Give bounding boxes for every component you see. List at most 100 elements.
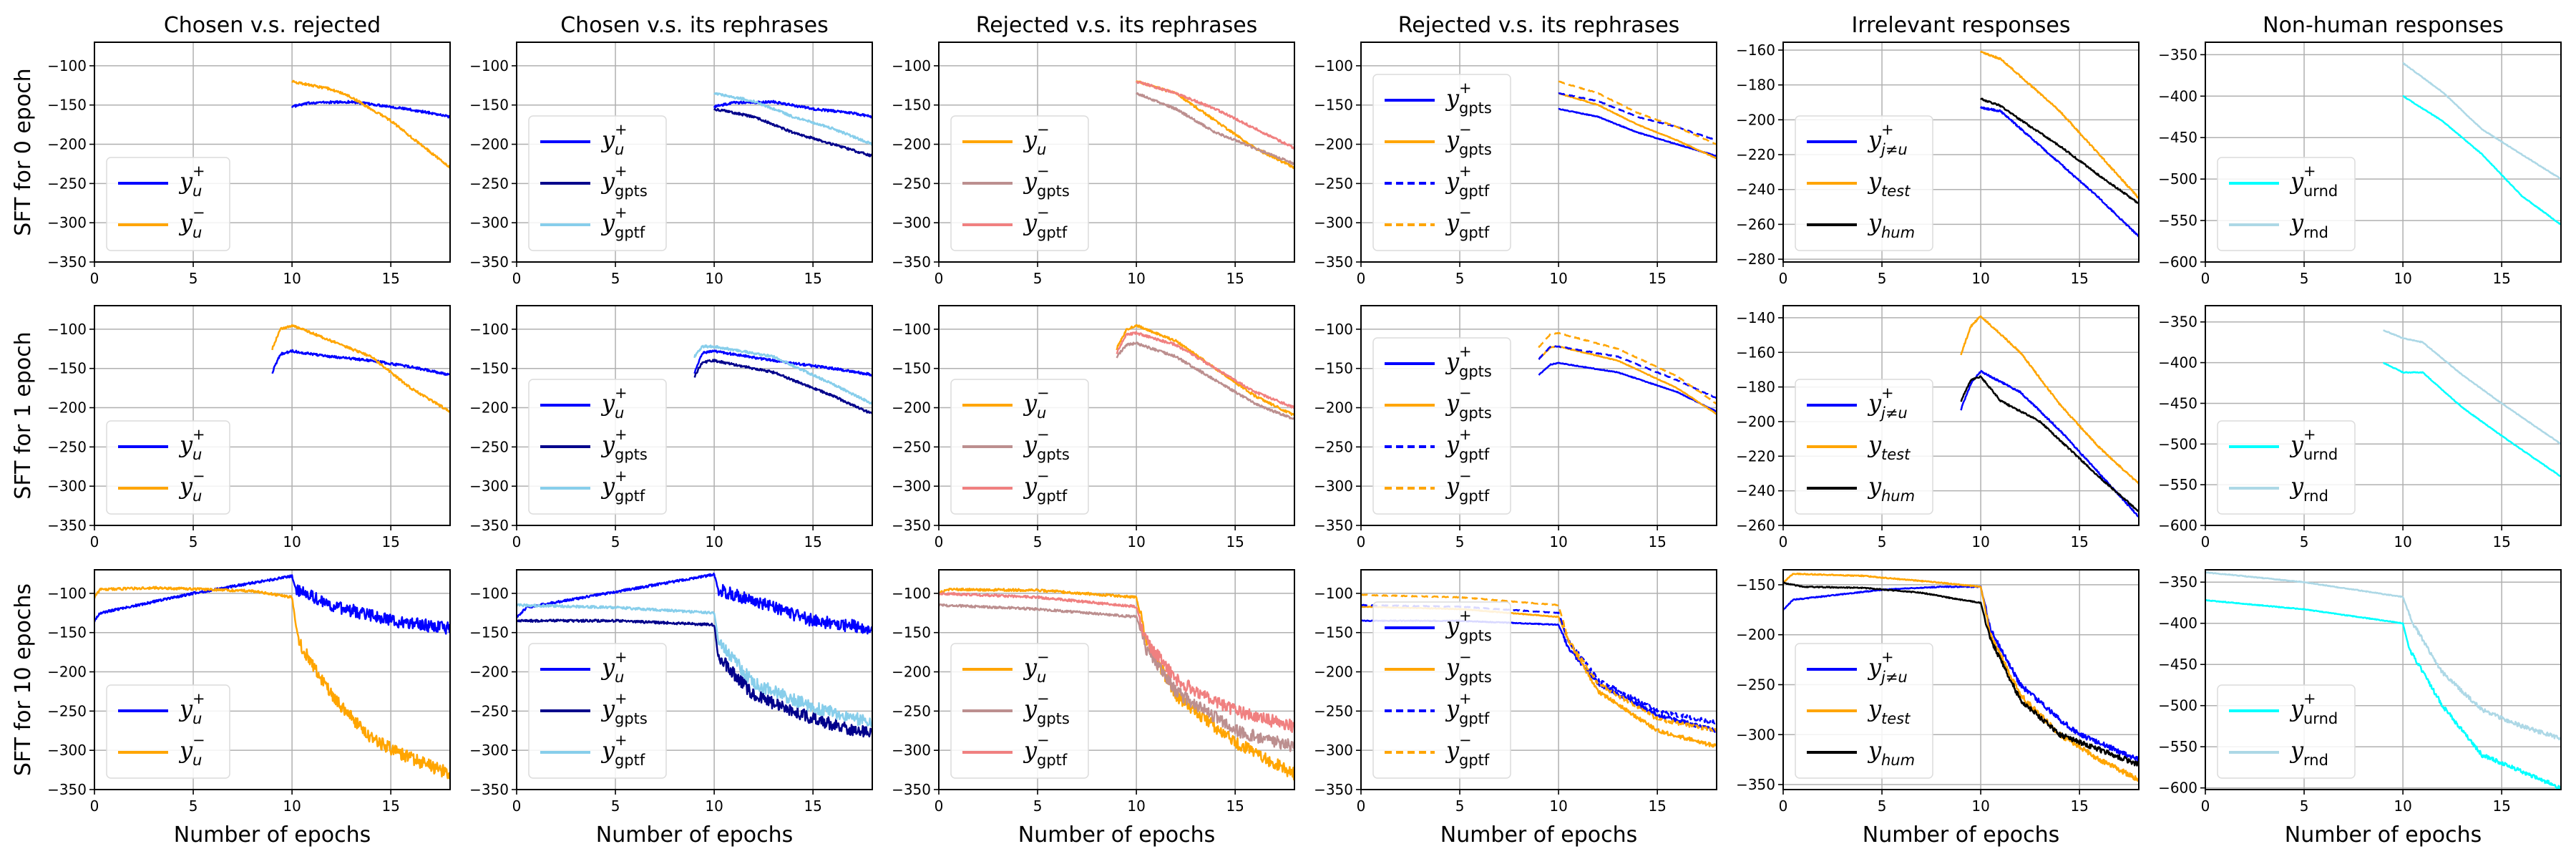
y-tick-label: −150 xyxy=(1736,576,1775,593)
y-tick-label: −200 xyxy=(47,399,87,417)
x-tick-label: 15 xyxy=(2070,270,2088,287)
y-tick-label: −250 xyxy=(47,702,87,719)
x-tick-label: 5 xyxy=(2300,270,2309,287)
legend-label-sup: + xyxy=(615,426,628,443)
legend-label-sub: gpts xyxy=(1037,183,1070,200)
subplot-r0-c2: 0 5 10 15 −350 −300 −250 −200 −150 −100 Rejected v… xyxy=(892,13,1295,287)
x-tick-label: 10 xyxy=(705,797,723,815)
x-tick-label: 5 xyxy=(1033,270,1043,287)
legend-label-sup: + xyxy=(2303,426,2316,443)
y-tick-label: −100 xyxy=(47,57,87,74)
legend-label-sup: + xyxy=(1881,649,1894,666)
legend-label-sup: − xyxy=(1037,426,1050,443)
x-tick-label: 15 xyxy=(1648,270,1666,287)
y-tick-label: −350 xyxy=(469,781,509,798)
y-tick-label: −300 xyxy=(47,477,87,495)
subplot-title: Non-human responses xyxy=(2263,13,2504,38)
legend-label-sup: − xyxy=(1037,162,1050,180)
y-tick-label: −200 xyxy=(47,664,87,681)
series-line-gptf-plus xyxy=(1558,92,1717,142)
legend-label-sub: hum xyxy=(1881,752,1915,769)
legend-label-base: y xyxy=(600,695,615,722)
x-tick-label: 0 xyxy=(1357,270,1366,287)
x-tick-label: 10 xyxy=(1971,533,1989,550)
x-tick-label: 0 xyxy=(2201,270,2210,287)
y-tick-label: −200 xyxy=(892,136,931,153)
x-tick-label: 0 xyxy=(2201,533,2210,550)
series-line-hum xyxy=(1783,581,2139,767)
y-tick-label: −200 xyxy=(1314,136,1353,153)
legend-label-sub: gpts xyxy=(1459,141,1492,158)
y-tick-label: −140 xyxy=(1736,309,1775,326)
legend-label-base: y xyxy=(1445,348,1460,375)
y-tick-label: −220 xyxy=(1736,447,1775,465)
y-tick-label: −500 xyxy=(2158,435,2197,452)
y-tick-label: −250 xyxy=(1314,175,1353,192)
y-tick-label: −250 xyxy=(469,175,509,192)
legend-label-sub: test xyxy=(1881,710,1911,727)
y-tick-label: −200 xyxy=(892,399,931,417)
legend-label-base: y xyxy=(2289,209,2304,236)
y-tick-label: −160 xyxy=(1736,42,1775,59)
legend-label-sub: j≠u xyxy=(1879,669,1908,686)
legend-label-base: y xyxy=(1023,126,1038,153)
legend-label-base: y xyxy=(178,695,193,722)
y-tick-label: −300 xyxy=(1314,477,1353,495)
x-tick-label: 5 xyxy=(1878,797,1887,815)
x-tick-label: 10 xyxy=(283,533,301,550)
legend-label-base: y xyxy=(1867,654,1882,681)
y-tick-label: −100 xyxy=(1314,585,1353,602)
y-tick-label: −350 xyxy=(47,781,87,798)
axes-frame xyxy=(1360,42,1717,263)
legend-label-base: y xyxy=(1023,389,1038,417)
legend-label-sup: + xyxy=(1459,690,1472,707)
legend-label-sup: + xyxy=(1881,384,1894,402)
axes-frame xyxy=(94,569,451,790)
x-tick-label: 10 xyxy=(1127,533,1145,550)
y-tick-label: −100 xyxy=(469,321,509,338)
y-tick-label: −600 xyxy=(2158,253,2197,271)
x-tick-label: 0 xyxy=(90,797,99,815)
subplot-r2-c5: 0 5 10 15 −600 −550 −500 −450 −400 −350 Number of … xyxy=(2158,569,2562,848)
legend-label-sub: gptf xyxy=(1037,752,1068,769)
subplot-r0-c3: 0 5 10 15 −350 −300 −250 −200 −150 −100 Rejected v… xyxy=(1314,13,1717,287)
series-line-u-plus xyxy=(291,100,450,119)
legend-label-sup: + xyxy=(1459,426,1472,443)
series-line-u-minus xyxy=(1116,324,1294,417)
series-line-u-plus xyxy=(271,349,450,377)
axes-frame xyxy=(2205,569,2562,790)
y-tick-label: −300 xyxy=(47,214,87,231)
legend-label-sub: u xyxy=(1037,141,1046,158)
legend-label-sub: j≠u xyxy=(1879,404,1908,422)
legend-label-sup: + xyxy=(192,690,205,707)
axes-frame xyxy=(1782,305,2140,526)
subplot-r0-c0: 0 5 10 15 −350 −300 −250 −200 −150 −100 Chosen v.s… xyxy=(11,13,451,287)
x-tick-label: 15 xyxy=(2492,533,2510,550)
series-line-gptf-minus xyxy=(1558,80,1717,145)
x-tick-label: 10 xyxy=(2394,270,2411,287)
y-tick-label: −300 xyxy=(469,214,509,231)
legend-label-sub: rnd xyxy=(2303,487,2328,505)
y-tick-label: −280 xyxy=(1736,251,1775,268)
y-tick-label: −450 xyxy=(2158,656,2197,673)
series-line-gpts-plus xyxy=(1538,361,1717,413)
x-axis-label: Number of epochs xyxy=(1863,822,2060,848)
x-tick-label: 15 xyxy=(1648,797,1666,815)
y-tick-label: −240 xyxy=(1736,181,1775,198)
legend-label-sup: + xyxy=(615,204,628,221)
legend-label-sup: + xyxy=(615,384,628,402)
x-tick-label: 15 xyxy=(804,533,821,550)
legend-label-sub: u xyxy=(192,224,202,241)
y-tick-label: −350 xyxy=(47,517,87,534)
legend: y +uy −u xyxy=(106,420,230,515)
legend-label-sup: + xyxy=(615,649,628,666)
y-tick-label: −250 xyxy=(469,438,509,455)
legend-label-base: y xyxy=(1867,472,1882,500)
legend-label-sub: gpts xyxy=(1037,710,1070,727)
y-tick-label: −350 xyxy=(892,781,931,798)
legend-label-sup: − xyxy=(192,204,205,221)
legend-label-sup: + xyxy=(1459,79,1472,97)
